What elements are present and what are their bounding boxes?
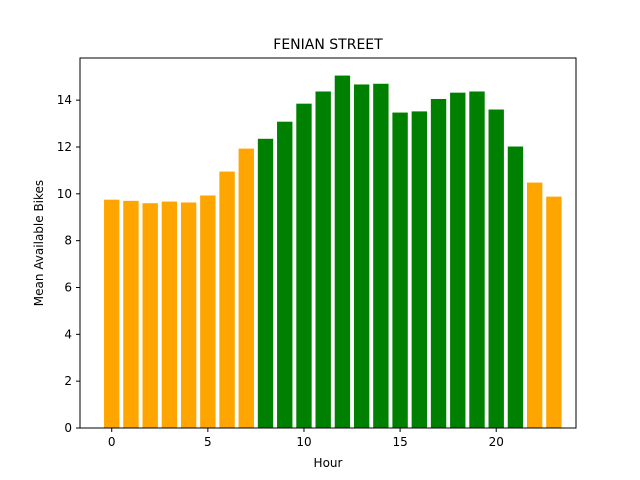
bar-hour-11: [315, 91, 331, 429]
bar-hour-16: [411, 111, 428, 429]
bar-hour-15: [392, 112, 408, 428]
bar-hour-17: [430, 98, 447, 428]
y-tick-label: 14: [57, 93, 72, 107]
chart-title: FENIAN STREET: [273, 37, 383, 53]
y-axis-ticks: 0 2 4 6 8 10 12 14: [57, 93, 80, 435]
bar-hour-1: [123, 200, 139, 428]
bar-hour-5: [200, 195, 216, 428]
x-tick-label: 15: [392, 435, 407, 449]
y-tick-label: 0: [64, 421, 72, 435]
bar-hour-10: [296, 103, 312, 429]
plot-frame: [79, 57, 577, 429]
bar-hour-19: [469, 91, 485, 429]
x-axis-label: Hour: [314, 456, 343, 470]
y-tick-label: 2: [64, 374, 72, 388]
bar-hour-0: [104, 199, 120, 428]
x-tick-label: 10: [296, 435, 311, 449]
x-tick-label: 0: [108, 435, 116, 449]
y-tick-label: 8: [64, 234, 72, 248]
bar-hour-18: [450, 92, 466, 428]
y-tick-label: 4: [64, 327, 72, 341]
bar-hour-9: [277, 121, 293, 429]
bars-group: [104, 75, 562, 429]
x-axis-ticks: 0 5 10 15 20: [108, 428, 504, 449]
bar-hour-4: [180, 202, 197, 428]
bar-hour-20: [488, 109, 504, 429]
bar-hour-23: [546, 196, 562, 428]
bar-hour-14: [373, 83, 389, 428]
bar-hour-2: [142, 203, 158, 428]
bar-hour-13: [353, 84, 370, 428]
x-tick-label: 20: [489, 435, 504, 449]
y-tick-label: 12: [57, 140, 72, 154]
y-tick-label: 6: [64, 280, 72, 294]
bar-hour-21: [507, 146, 524, 428]
bar-hour-7: [238, 148, 254, 428]
bar-hour-12: [334, 75, 351, 428]
bar-hour-6: [219, 171, 235, 429]
bar-hour-22: [526, 182, 543, 428]
bar-hour-3: [161, 201, 178, 428]
y-axis-label: Mean Available Bikes: [32, 180, 46, 306]
bar-hour-8: [257, 138, 274, 428]
x-tick-label: 5: [204, 435, 212, 449]
y-tick-label: 10: [57, 187, 72, 201]
